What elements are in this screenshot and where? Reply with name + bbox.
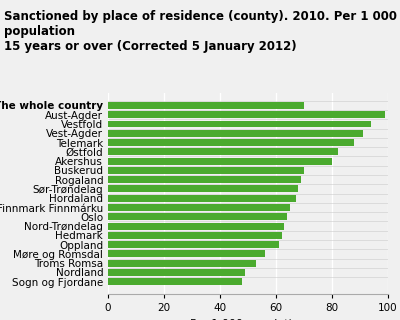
- Bar: [108, 195, 296, 202]
- Bar: [108, 176, 301, 183]
- Bar: [108, 158, 332, 164]
- Bar: [108, 111, 385, 118]
- Bar: [108, 167, 304, 174]
- Bar: [108, 139, 354, 146]
- Bar: [108, 251, 265, 257]
- Bar: [108, 186, 298, 192]
- Bar: [108, 102, 304, 109]
- X-axis label: Per 1 000 population: Per 1 000 population: [190, 319, 306, 320]
- Bar: [108, 269, 245, 276]
- Text: Sanctioned by place of residence (county). 2010. Per 1 000 population
15 years o: Sanctioned by place of residence (county…: [4, 10, 397, 52]
- Bar: [108, 213, 287, 220]
- Bar: [108, 260, 256, 267]
- Bar: [108, 148, 338, 155]
- Bar: [108, 130, 363, 137]
- Bar: [108, 232, 282, 239]
- Bar: [108, 223, 284, 229]
- Bar: [108, 278, 242, 285]
- Bar: [108, 204, 290, 211]
- Bar: [108, 121, 371, 127]
- Bar: [108, 241, 279, 248]
